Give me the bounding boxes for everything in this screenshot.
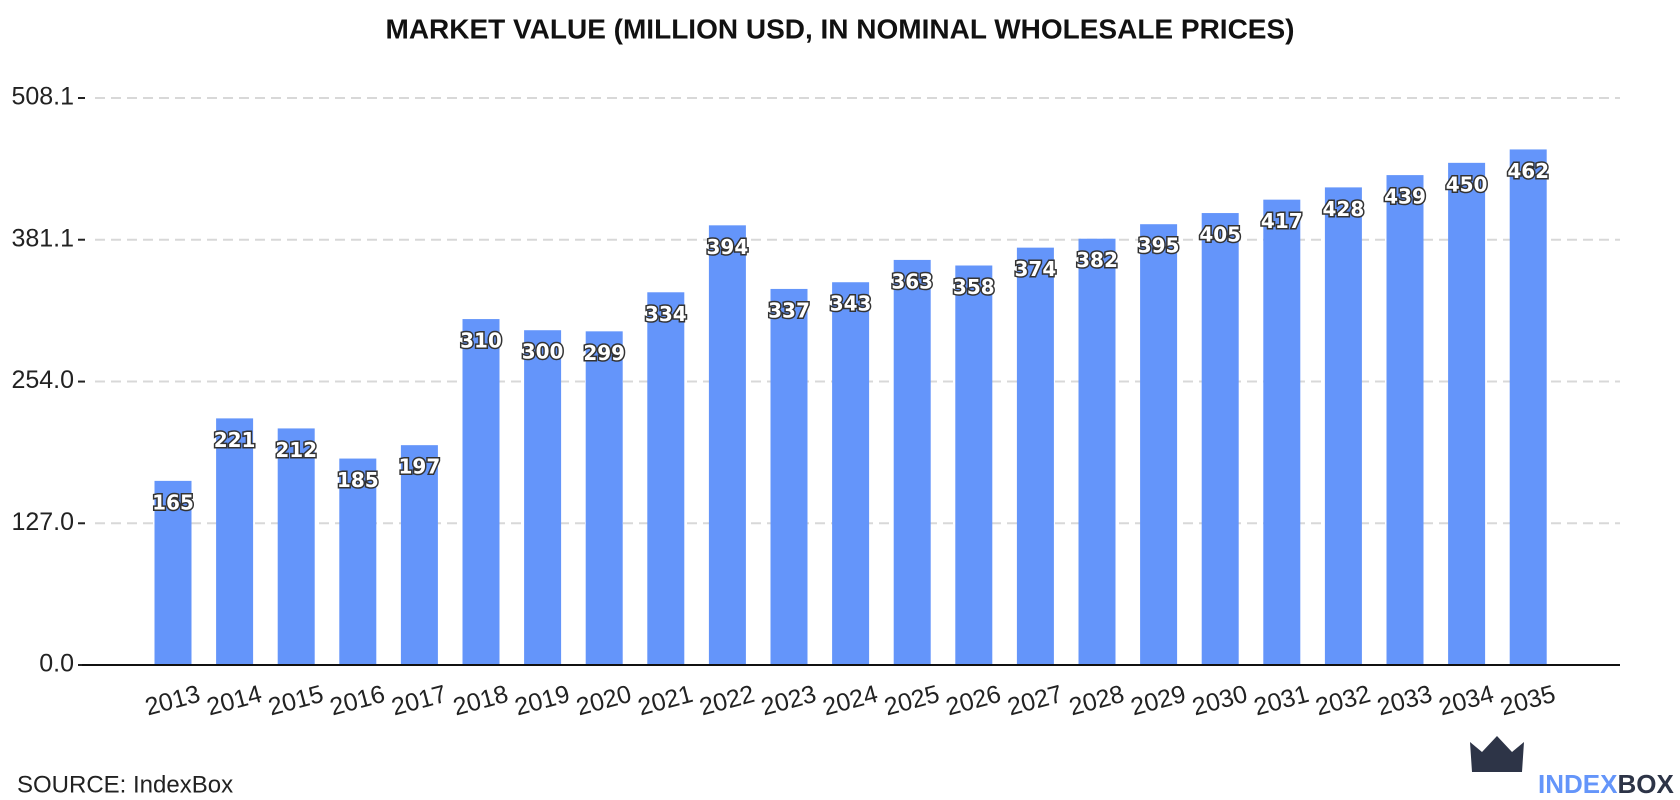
value-label: 450: [1446, 172, 1488, 196]
value-label: 405: [1199, 223, 1241, 247]
value-label: 300: [522, 340, 564, 364]
value-label: 374: [1015, 257, 1057, 281]
value-label: 299: [583, 341, 625, 365]
bar: [708, 225, 746, 665]
value-label: 395: [1138, 234, 1180, 258]
source: SOURCE: IndexBox: [17, 771, 233, 798]
value-label: 310: [460, 329, 502, 353]
bar: [1509, 149, 1547, 666]
bar: [585, 331, 623, 665]
x-tick-label: 2035: [1497, 680, 1558, 721]
logo-text: INDEXBOX: [1538, 769, 1674, 799]
x-tick-label: 2029: [1128, 680, 1189, 721]
x-tick-label: 2024: [820, 680, 881, 721]
y-tick-label: 0.0: [39, 650, 74, 678]
bar: [277, 428, 315, 665]
bar: [770, 288, 808, 665]
value-label: 439: [1384, 185, 1426, 209]
value-label: 221: [214, 428, 256, 452]
value-label: 363: [891, 269, 933, 293]
bar: [1078, 238, 1116, 665]
x-tick-label: 2032: [1313, 680, 1374, 721]
bar: [462, 319, 500, 665]
x-tick-label: 2014: [204, 680, 265, 721]
x-tick-label: 2026: [943, 680, 1004, 721]
bar: [154, 480, 192, 665]
value-label: 394: [707, 235, 749, 259]
bar: [1386, 175, 1424, 665]
x-tick-label: 2028: [1066, 680, 1127, 721]
x-tick-label: 2033: [1374, 680, 1435, 721]
value-label: 358: [953, 275, 995, 299]
bar: [1263, 199, 1301, 665]
value-label: 337: [768, 298, 810, 322]
chart-title: MARKET VALUE (MILLION USD, IN NOMINAL WH…: [386, 13, 1295, 44]
value-label: 417: [1261, 209, 1303, 233]
logo-part: INDEX: [1538, 769, 1618, 799]
bar: [647, 292, 685, 665]
logo-icon: [1470, 736, 1524, 772]
bar: [1201, 213, 1239, 665]
x-tick-label: 2018: [450, 680, 511, 721]
x-tick-label: 2030: [1189, 680, 1250, 721]
x-tick-label: 2013: [142, 680, 203, 721]
value-label: 165: [152, 490, 194, 514]
value-label: 334: [645, 302, 687, 326]
x-tick-label: 2021: [635, 680, 696, 721]
y-tick-label: 254.0: [11, 366, 74, 394]
y-tick-label: 127.0: [11, 508, 74, 536]
x-tick-label: 2020: [573, 680, 634, 721]
bar: [339, 458, 377, 665]
bar: [1448, 162, 1486, 665]
logo-part: BOX: [1617, 769, 1674, 799]
logo: INDEXBOX: [1470, 736, 1674, 799]
bar: [893, 259, 931, 665]
value-label: 428: [1323, 197, 1365, 221]
bar: [1016, 247, 1054, 665]
x-tick-label: 2019: [512, 680, 573, 721]
y-tick-label: 381.1: [11, 224, 74, 252]
bar: [1324, 187, 1362, 665]
x-tick-label: 2022: [697, 680, 758, 721]
y-tick-label: 508.1: [11, 83, 74, 111]
x-tick-label: 2017: [389, 680, 450, 721]
x-tick-label: 2031: [1251, 680, 1312, 721]
value-label: 343: [830, 292, 872, 316]
value-label: 212: [275, 438, 317, 462]
x-tick-label: 2015: [265, 680, 326, 721]
value-label: 462: [1507, 159, 1549, 183]
bar: [1140, 224, 1178, 665]
x-tick-label: 2016: [327, 680, 388, 721]
bar: [216, 418, 254, 665]
x-tick-label: 2023: [758, 680, 819, 721]
bar: [524, 330, 562, 665]
x-tick-label: 2025: [881, 680, 942, 721]
value-label: 197: [399, 455, 441, 479]
x-tick-label: 2027: [1005, 680, 1066, 721]
bar: [400, 445, 438, 665]
x-tick-label: 2034: [1436, 680, 1497, 721]
bar: [955, 265, 993, 665]
value-label: 185: [337, 468, 379, 492]
bar: [832, 282, 870, 665]
value-label: 382: [1076, 248, 1118, 272]
